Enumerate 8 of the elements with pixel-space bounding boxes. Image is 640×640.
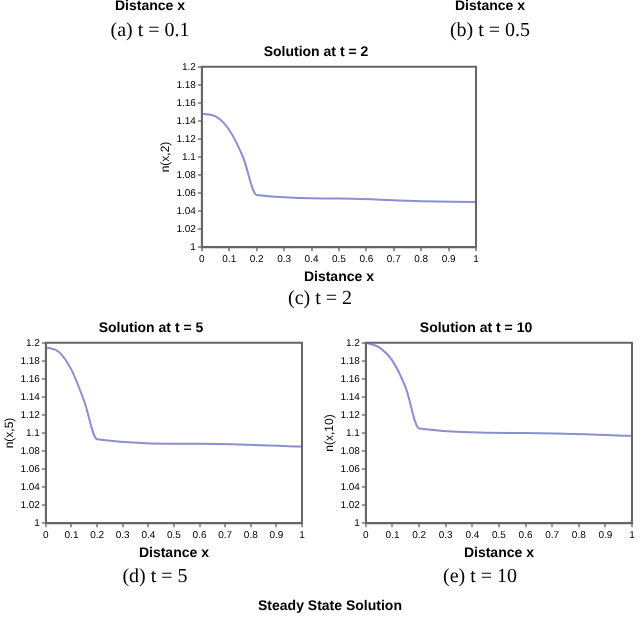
line-series — [201, 112, 476, 204]
text: (b) t = 0.5 — [447, 20, 533, 42]
line-series — [45, 346, 302, 448]
text: (d) t = 5 — [120, 566, 190, 588]
text: (e) t = 10 — [440, 566, 520, 588]
text: (a) t = 0.1 — [108, 20, 192, 42]
text: (c) t = 2 — [285, 288, 355, 310]
line-series — [365, 342, 632, 437]
